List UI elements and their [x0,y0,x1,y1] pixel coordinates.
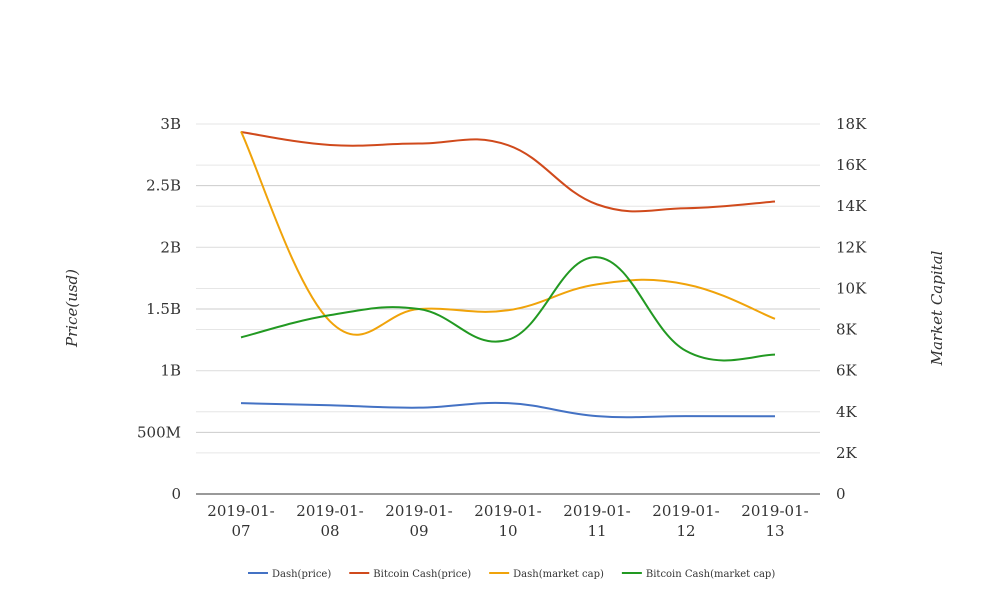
right-axis-tick-label: 10K [836,279,867,297]
right-axis-tick-label: 2K [836,444,858,462]
right-axis-title: Market Capital [928,250,946,366]
x-axis-tick-label: 2019-01-09 [385,502,452,540]
left-axis-title: Price(usd) [63,269,81,348]
series-line-0 [240,401,776,419]
left-axis-tick-label: 3B [160,115,181,133]
series-line-3 [240,256,776,362]
x-axis-ticks: 2019-01-07 2019-01-08 2019-01-09 2019-01-10… [207,502,808,540]
legend-label: Dash(market cap) [513,569,604,580]
right-axis-ticks: 0 2K 4K 6K 8K 10K 12K 14K 16K 18K [836,115,867,503]
x-axis-tick-label: 2019-01-08 [296,502,363,540]
left-axis-ticks: 0 500M 1B 1.5B 2B 2.5B 3B [137,115,181,503]
right-axis-tick-label: 18K [836,115,867,133]
legend: Dash(price) Bitcoin Cash(price) Dash(marke… [248,569,775,580]
right-axis-tick-label: 8K [836,321,858,339]
right-axis-tick-label: 0 [836,485,846,503]
left-axis-tick-label: 1.5B [146,300,181,318]
x-axis-tick-label: 2019-01-13 [741,502,808,540]
left-axis-tick-label: 0 [171,485,181,503]
left-axis-tick-label: 500M [137,423,181,441]
x-axis-tick-label: 2019-01-10 [474,502,541,540]
legend-label: Dash(price) [272,569,331,580]
right-axis-tick-label: 4K [836,403,858,421]
right-axis-tick-label: 6K [836,362,858,380]
x-axis-tick-label: 2019-01-12 [652,502,719,540]
series-line-2 [240,130,776,336]
right-axis-tick-label: 16K [836,156,867,174]
series-line-1 [240,131,776,213]
legend-label: Bitcoin Cash(price) [373,569,471,580]
left-axis-tick-label: 2B [160,238,181,256]
left-axis-tick-label: 1B [160,362,181,380]
series-lines [240,130,776,419]
left-axis-tick-label: 2.5B [146,177,181,195]
right-axis-tick-label: 14K [836,197,867,215]
legend-label: Bitcoin Cash(market cap) [646,569,775,580]
right-axis-tick-label: 12K [836,238,867,256]
x-axis-tick-label: 2019-01-07 [207,502,274,540]
x-axis-tick-label: 2019-01-11 [563,502,630,540]
